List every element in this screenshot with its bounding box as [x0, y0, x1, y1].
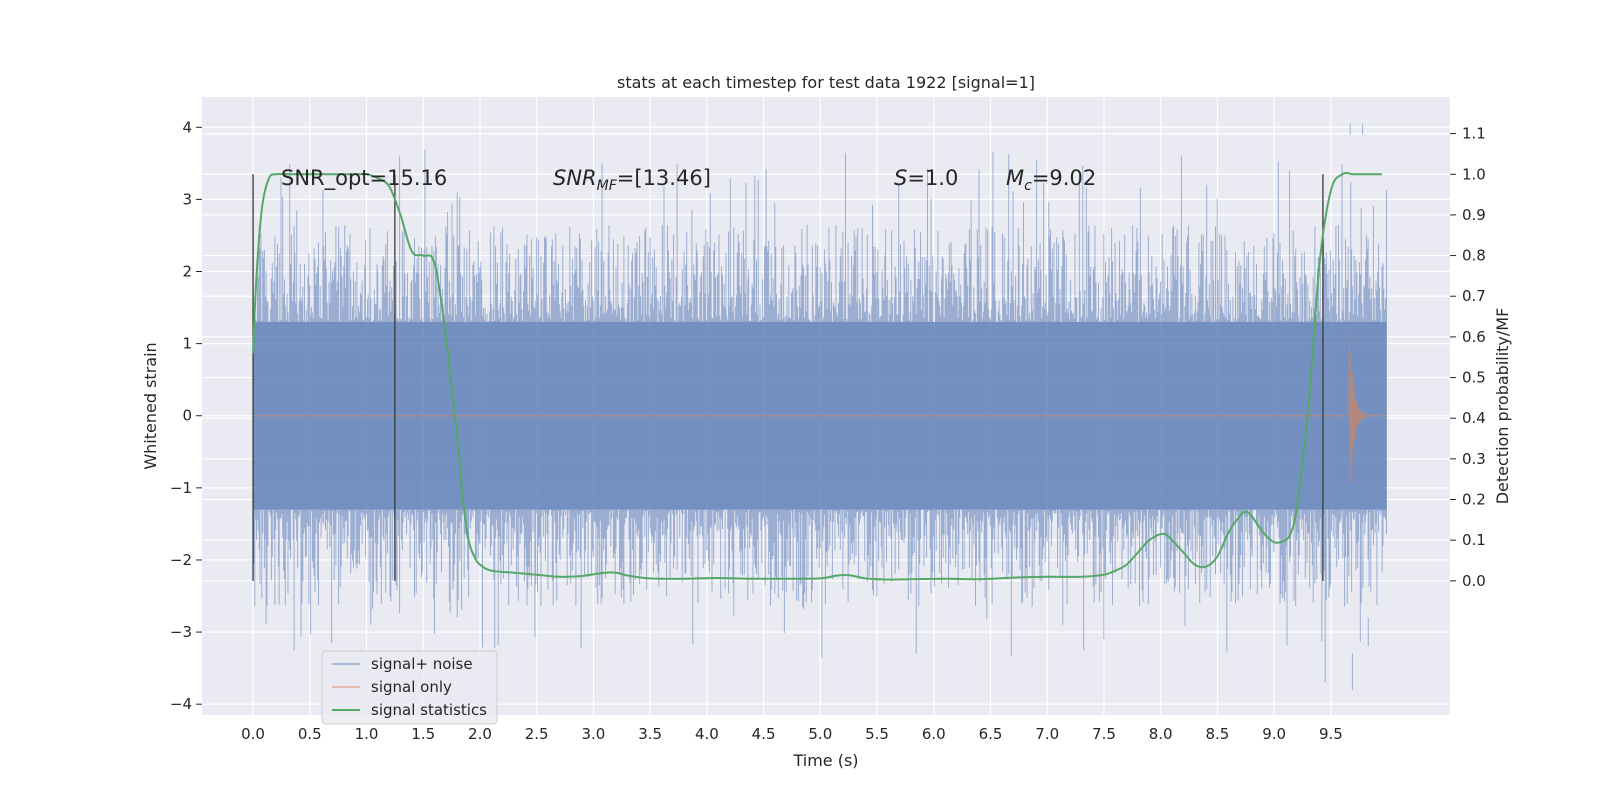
x-tick-label: 5.0: [808, 725, 832, 743]
annotation-s-symbol: S: [894, 166, 907, 190]
annotation-s-value: =1.0: [907, 166, 958, 190]
x-tick-label: 2.5: [525, 725, 549, 743]
x-tick-label: 8.0: [1149, 725, 1173, 743]
x-tick-label: 3.0: [581, 725, 605, 743]
y-axis-label: Whitened strain: [141, 342, 160, 469]
legend-label-signal-only: signal only: [371, 678, 452, 696]
x-tick-label: 2.0: [468, 725, 492, 743]
legend: signal+ noise signal only signal statist…: [321, 650, 498, 725]
x-tick-label: 9.0: [1262, 725, 1286, 743]
series-signal-statistics: [252, 172, 1382, 581]
signal-statistics-line: [252, 172, 1382, 581]
x-tick-label: 7.5: [1092, 725, 1116, 743]
x-tick-label: 4.0: [695, 725, 719, 743]
y-tick-label: −1: [170, 479, 192, 497]
annotation-s: S=1.0: [894, 166, 958, 190]
y2-tick-label: 0.8: [1462, 247, 1486, 265]
x-tick-label: 0.0: [241, 725, 265, 743]
y-tick-label: −2: [170, 551, 192, 569]
y2-tick-label: 0.1: [1462, 531, 1486, 549]
x-tick-label: 6.0: [922, 725, 946, 743]
y2-tick-label: 0.7: [1462, 287, 1486, 305]
y2-tick-label: 0.4: [1462, 409, 1486, 427]
y-axis-ticks: 4 3 2 1 0 −1 −2 −3 −4: [170, 118, 202, 713]
y-tick-label: 1: [182, 335, 192, 353]
annotation-snr-mf-value: =[13.46]: [617, 166, 711, 190]
y2-axis-ticks: 1.1 1.0 0.9 0.8 0.7 0.6 0.5 0.4 0.3 0.2 0.1 0.0: [1450, 125, 1486, 590]
y2-tick-label: 1.0: [1462, 165, 1486, 183]
y2-tick-label: 0.5: [1462, 369, 1486, 387]
chart-title: stats at each timestep for test data 192…: [617, 73, 1035, 92]
y-tick-label: 3: [182, 190, 192, 208]
y2-tick-label: 0.2: [1462, 491, 1486, 509]
x-tick-label: 7.0: [1035, 725, 1059, 743]
x-tick-label: 3.5: [638, 725, 662, 743]
x-tick-label: 9.5: [1319, 725, 1343, 743]
y-tick-label: 4: [182, 118, 192, 136]
y-tick-label: 0: [182, 407, 192, 425]
y2-axis-label: Detection probability/MF: [1493, 308, 1512, 505]
annotation-snr-mf-symbol: SNR: [553, 166, 597, 190]
x-tick-label: 5.5: [865, 725, 889, 743]
y2-tick-label: 0.9: [1462, 206, 1486, 224]
signal-only-trace: [253, 324, 1387, 483]
series-signal-only: [253, 324, 1387, 483]
annotation-mc: Mc=9.02: [1006, 166, 1096, 194]
y2-tick-label: 0.0: [1462, 572, 1486, 590]
x-tick-label: 6.5: [979, 725, 1003, 743]
legend-box: [321, 650, 498, 725]
x-axis-label: Time (s): [792, 751, 858, 770]
annotation-mc-value: =9.02: [1032, 166, 1096, 190]
x-tick-label: 1.0: [355, 725, 379, 743]
x-axis-ticks: 0.0 0.5 1.0 1.5 2.0 2.5 3.0 3.5 4.0 4.5 5.0 5.5 6.0 6…: [241, 725, 1343, 743]
legend-label-signal-statistics: signal statistics: [371, 701, 487, 719]
x-tick-label: 1.5: [411, 725, 435, 743]
y-tick-label: 2: [182, 263, 192, 281]
x-tick-label: 8.5: [1205, 725, 1229, 743]
x-tick-label: 4.5: [752, 725, 776, 743]
annotation-mc-symbol: M: [1006, 166, 1024, 190]
y2-tick-label: 0.3: [1462, 450, 1486, 468]
annotation-snr-opt: SNR_opt=15.16: [281, 166, 447, 191]
y2-tick-label: 0.6: [1462, 328, 1486, 346]
annotation-snr-mf-subscript: MF: [597, 178, 618, 194]
y-tick-label: −3: [170, 623, 192, 641]
y2-tick-label: 1.1: [1462, 125, 1486, 143]
x-tick-label: 0.5: [298, 725, 322, 743]
legend-label-signal-plus-noise: signal+ noise: [371, 655, 473, 673]
annotations: SNR_opt=15.16 SNRMF=[13.46] S=1.0 Mc=9.0…: [281, 166, 1096, 194]
annotation-mc-subscript: c: [1024, 178, 1032, 194]
y-tick-label: −4: [170, 695, 192, 713]
annotation-snr-mf: SNRMF=[13.46]: [553, 166, 711, 194]
